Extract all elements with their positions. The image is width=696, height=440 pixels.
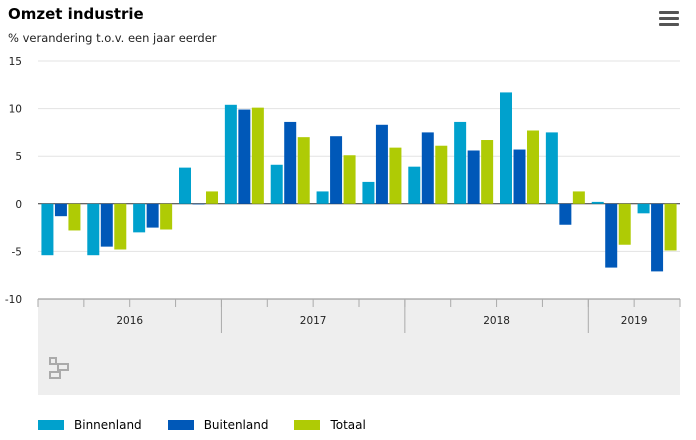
cbs-logo-icon (49, 357, 57, 365)
bar (467, 150, 480, 204)
bar (192, 203, 205, 205)
navigator-panel (38, 333, 680, 395)
x-group-label: 2018 (483, 315, 510, 327)
bar (133, 203, 146, 233)
bar (224, 104, 237, 204)
bar (316, 191, 329, 204)
bar (421, 132, 434, 204)
chart-title: Omzet industrie (8, 5, 144, 23)
bar (618, 203, 631, 245)
bar-chart: 15 10 5 0 -5 -10 2016 2017 2018 2019 (5, 56, 681, 395)
menu-line (659, 17, 679, 20)
legend-swatch (294, 420, 321, 430)
x-group-label: 2017 (300, 315, 327, 327)
legend-label: Totaal (330, 418, 366, 432)
bar (362, 181, 375, 204)
bar (114, 203, 127, 250)
bar (100, 203, 113, 247)
y-tick-label: 15 (9, 56, 22, 68)
y-tick-label: 10 (9, 104, 22, 116)
legend-label: Buitenland (203, 418, 269, 432)
bar (270, 164, 283, 204)
bar (605, 203, 618, 268)
bar (179, 167, 191, 204)
cbs-logo-icon (49, 371, 61, 379)
y-tick-label: -10 (5, 294, 22, 306)
bar (454, 121, 467, 204)
bar (251, 107, 264, 204)
bar (206, 191, 218, 204)
bar (559, 203, 572, 225)
menu-line (659, 11, 679, 14)
legend-label: Binnenland (74, 418, 142, 432)
legend-item-buitenland[interactable]: Buitenland (167, 418, 269, 432)
bar (481, 140, 494, 204)
hamburger-menu-icon[interactable] (659, 11, 679, 27)
menu-line (659, 23, 679, 26)
bar (330, 136, 343, 204)
bar (389, 147, 402, 204)
bar (160, 203, 173, 230)
bar (41, 203, 54, 256)
legend-swatch (38, 420, 64, 430)
y-tick-label: -5 (12, 246, 22, 258)
bar (87, 203, 100, 256)
bar (527, 130, 539, 204)
legend: Binnenland Buitenland Totaal (38, 418, 392, 432)
bar (545, 132, 558, 204)
bar (408, 166, 421, 204)
bar (513, 149, 526, 204)
bar (284, 121, 297, 204)
bar (435, 145, 448, 204)
bar (651, 203, 664, 272)
chart-subtitle: % verandering t.o.v. een jaar eerder (8, 31, 217, 45)
bar (297, 137, 310, 204)
bar (54, 203, 67, 217)
bar (572, 191, 585, 204)
legend-swatch (167, 420, 194, 430)
cbs-logo-icon (57, 363, 69, 371)
legend-item-binnenland[interactable]: Binnenland (38, 418, 142, 432)
bar (375, 124, 388, 204)
bar (664, 203, 677, 251)
bar (146, 203, 159, 228)
bar (500, 92, 512, 204)
y-tick-label: 0 (15, 199, 22, 211)
x-group-label: 2016 (116, 315, 143, 327)
legend-item-totaal[interactable]: Totaal (294, 418, 366, 432)
y-tick-label: 5 (15, 151, 22, 163)
bar (238, 109, 251, 204)
bar (343, 155, 356, 204)
bar (591, 201, 604, 204)
bar (68, 203, 81, 231)
bar (637, 203, 650, 214)
x-group-label: 2019 (621, 315, 648, 327)
